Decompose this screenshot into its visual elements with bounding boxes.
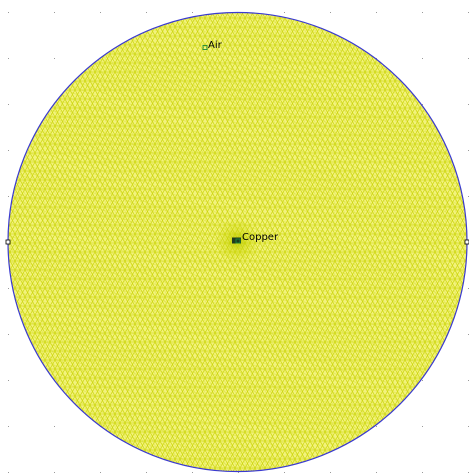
node (464, 239, 469, 245)
block-label: Copper (242, 232, 279, 243)
block-marker (235, 238, 241, 244)
block-label: Air (208, 40, 223, 51)
copper-block (232, 237, 241, 244)
node (5, 239, 11, 245)
block-marker (202, 45, 208, 50)
